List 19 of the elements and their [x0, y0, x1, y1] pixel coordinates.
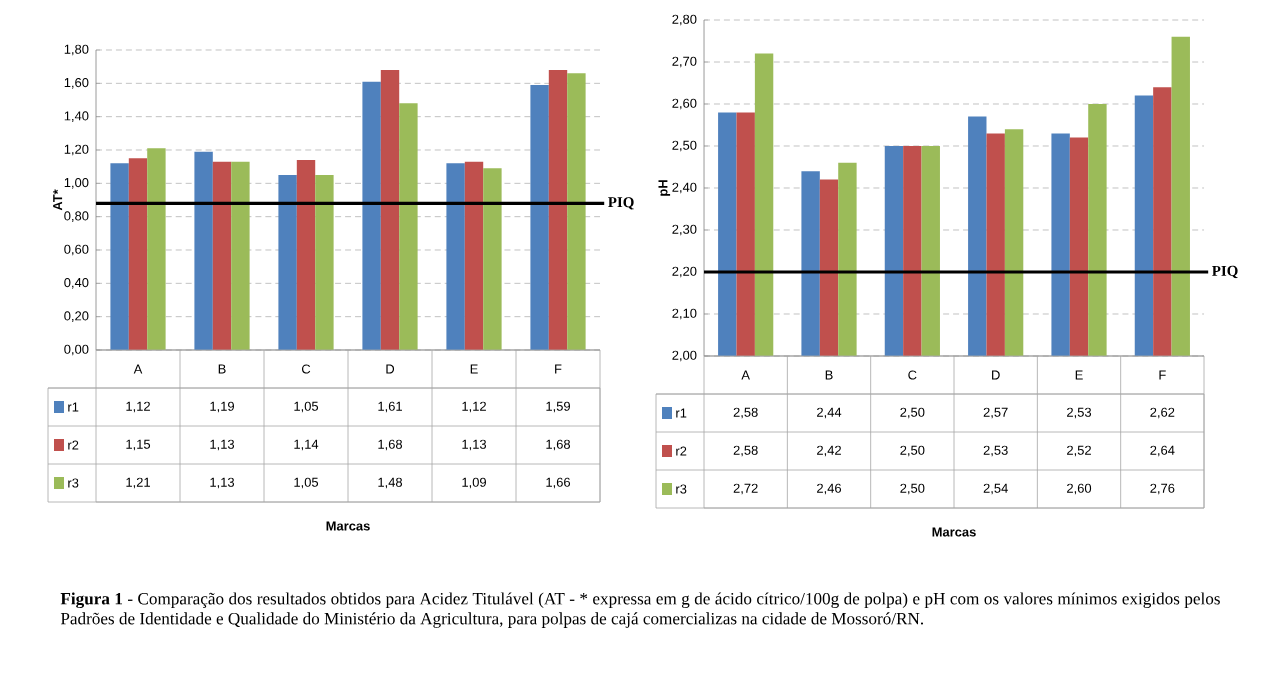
bar [147, 148, 166, 350]
bar [446, 163, 465, 350]
bar [212, 161, 232, 350]
bar [296, 159, 316, 350]
bar [380, 69, 400, 350]
bar [110, 163, 129, 350]
bar [548, 69, 568, 350]
bar [567, 73, 586, 350]
bar [128, 158, 148, 350]
bar [464, 161, 484, 350]
bar [278, 174, 297, 350]
bar [315, 174, 334, 350]
text: Figura 1 - Comparação dos resultados obtidos para Acidez Titulável (AT - * expressa em g de ácido cítrico/100g de polpa) e pH com os valores mínimos exigidos pelos Padrões de Identidade e Qualidade do Ministério da Agricultura, para polpas de cajá comercializas na cidade de Mossoró/RN. [60, 592, 1220, 628]
bar [194, 151, 213, 350]
bar [399, 103, 418, 350]
bar [483, 168, 502, 350]
bar [362, 81, 381, 350]
bar [231, 161, 250, 350]
bar [530, 84, 549, 350]
